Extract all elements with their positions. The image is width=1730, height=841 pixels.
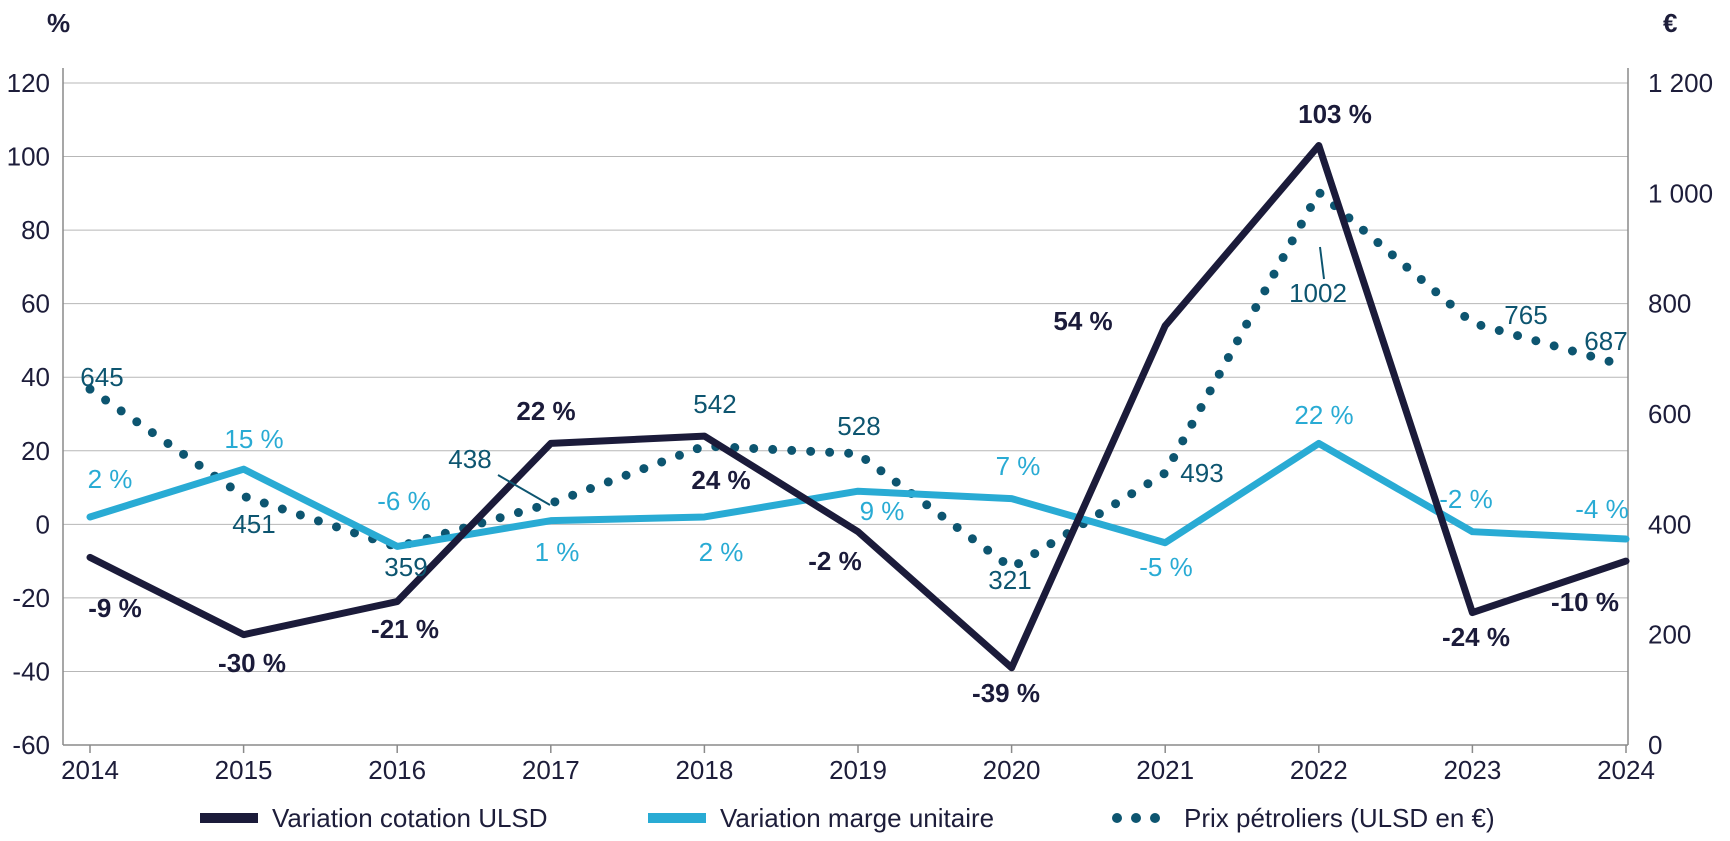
data-label-marge: -4 % [1575,494,1628,524]
x-tick-label: 2022 [1290,755,1348,785]
data-label-prix: 321 [988,565,1031,595]
data-label-prix: 645 [80,362,123,392]
data-label-marge: 9 % [860,496,905,526]
left-axis-unit: % [47,8,70,38]
left-tick-label: 120 [7,68,50,98]
x-tick-label: 2014 [61,755,119,785]
left-tick-label: -40 [12,656,50,686]
data-label-marge: 2 % [699,537,744,567]
legend-label-cotation: Variation cotation ULSD [272,802,548,833]
axes [62,68,1629,746]
data-label-cotation: -24 % [1442,622,1510,652]
right-tick-label: 200 [1648,620,1691,650]
data-label-cotation: 54 % [1053,306,1112,336]
leader-line [497,474,551,506]
x-tick-label: 2017 [522,755,580,785]
series-line-cotation [86,142,1630,672]
data-label-cotation: -39 % [972,678,1040,708]
leader-line [1319,246,1325,280]
data-label-cotation: -9 % [88,593,141,623]
left-tick-label: -20 [12,583,50,613]
data-label-prix: 359 [384,552,427,582]
left-tick-label: 20 [21,436,50,466]
left-tick-label: 0 [36,509,50,539]
x-tick-label: 2023 [1443,755,1501,785]
right-tick-label: 800 [1648,289,1691,319]
legend-swatch-marge [648,813,706,823]
data-label-cotation: -10 % [1551,587,1619,617]
data-label-prix: 687 [1584,326,1627,356]
data-label-prix: 438 [448,444,491,474]
data-label-marge: -5 % [1139,552,1192,582]
right-tick-label: 0 [1648,730,1662,760]
left-tick-label: -60 [12,730,50,760]
right-tick-label: 400 [1648,509,1691,539]
x-tick-label: 2018 [675,755,733,785]
data-label-cotation: 24 % [691,465,750,495]
data-label-marge: 15 % [224,424,283,454]
data-label-marge: 2 % [88,464,133,494]
left-tick-label: 80 [21,215,50,245]
x-tick-label: 2024 [1597,755,1655,785]
data-label-marge: 1 % [535,537,580,567]
data-label-marge: -6 % [377,486,430,516]
data-label-prix: 542 [693,389,736,419]
series-line-marge [86,439,1630,550]
data-label-cotation: -2 % [808,546,861,576]
legend: Variation cotation ULSD Variation marge … [0,798,1730,838]
data-label-cotation: -21 % [371,614,439,644]
data-label-prix: 528 [837,411,880,441]
x-tick-label: 2016 [368,755,426,785]
series-lines [85,142,1631,672]
data-label-marge: 7 % [996,451,1041,481]
data-label-cotation: 103 % [1298,99,1372,129]
data-label-prix: 451 [232,509,275,539]
legend-item-marge: Variation marge unitaire [648,798,994,838]
data-label-cotation: 22 % [516,396,575,426]
right-tick-label: 600 [1648,399,1691,429]
right-axis-unit: € [1663,8,1677,38]
left-tick-label: 60 [21,289,50,319]
data-label-prix: 1002 [1289,278,1347,308]
right-tick-label: 1 000 [1648,178,1713,208]
data-label-marge: -2 % [1439,484,1492,514]
left-tick-label: 100 [7,142,50,172]
x-tick-label: 2021 [1136,755,1194,785]
legend-label-marge: Variation marge unitaire [720,802,995,833]
x-tick-label: 2015 [215,755,273,785]
legend-label-prix: Prix pétroliers (ULSD en €) [1184,802,1495,833]
x-tick-label: 2020 [983,755,1041,785]
left-tick-label: 40 [21,362,50,392]
left-axis-ticks: -60 -40 -20 0 20 40 60 80 100 120 [7,68,50,760]
right-tick-label: 1 200 [1648,68,1713,98]
data-label-prix: 493 [1180,458,1223,488]
x-axis-ticks: 2014 2015 2016 2017 2018 2019 2020 2021 2022 2023… [61,745,1655,785]
x-tick-label: 2019 [829,755,887,785]
right-axis-ticks: 0 200 400 600 800 1 000 1 200 [1648,68,1713,760]
data-label-cotation: -30 % [218,648,286,678]
legend-item-prix: Prix pétroliers (ULSD en €) [1112,798,1495,838]
data-labels: 645 451 359 438 542 528 321 493 1002 765 687 2 % 15 … [80,99,1628,708]
legend-item-cotation: Variation cotation ULSD [200,798,548,838]
legend-swatch-cotation [200,813,258,823]
legend-swatch-prix [1112,813,1160,823]
gridlines [63,82,1628,672]
data-label-marge: 22 % [1294,400,1353,430]
data-label-prix: 765 [1504,300,1547,330]
